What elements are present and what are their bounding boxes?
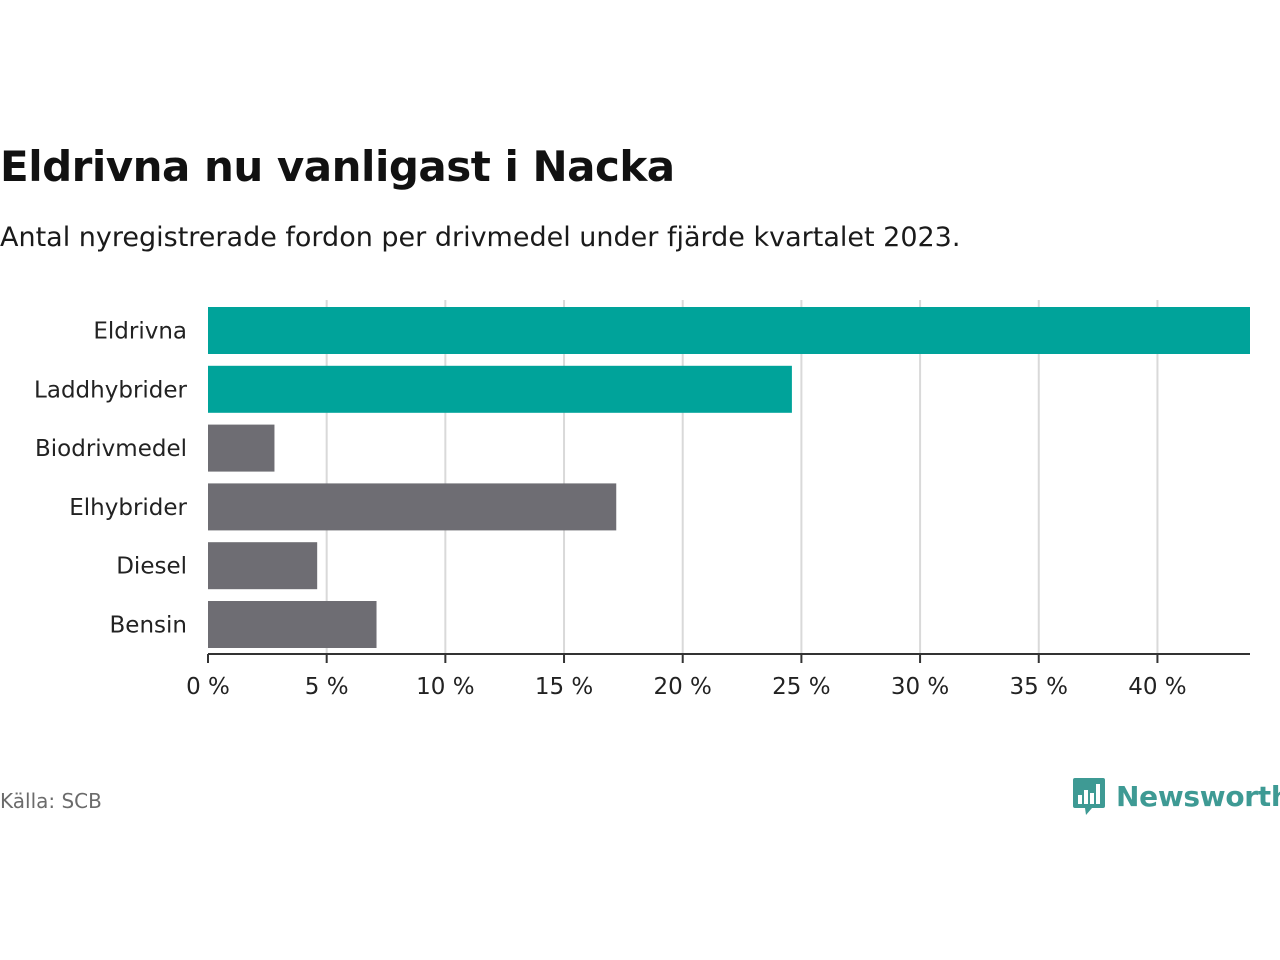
bar-chart-speech-bubble-icon	[1073, 778, 1105, 815]
x-tick-label: 15 %	[535, 674, 593, 700]
bars	[208, 307, 1250, 648]
category-label: Eldrivna	[93, 319, 187, 345]
category-label: Bensin	[110, 613, 187, 639]
chart-subtitle: Antal nyregistrerade fordon per drivmede…	[0, 222, 961, 253]
x-tick-label: 35 %	[1010, 674, 1068, 700]
category-labels: Eldrivna Laddhybrider Biodrivmedel Elhybrid…	[34, 319, 187, 639]
category-label: Biodrivmedel	[35, 436, 187, 462]
brand-logo: Newsworthy	[1072, 775, 1280, 817]
category-label: Diesel	[116, 554, 187, 580]
source-note: Källa: SCB	[0, 789, 102, 813]
category-label: Laddhybrider	[34, 377, 187, 403]
x-tick-label: 25 %	[772, 674, 830, 700]
x-tick-label: 10 %	[416, 674, 474, 700]
x-tick-label: 0 %	[186, 674, 230, 700]
x-tick-label: 5 %	[305, 674, 349, 700]
grid-lines	[325, 300, 1159, 654]
chart-title: Eldrivna nu vanligast i Nacka	[0, 142, 675, 191]
bar-chart: Eldrivna Laddhybrider Biodrivmedel Elhybrid…	[34, 300, 1250, 700]
bar-laddhybrider	[208, 365, 792, 413]
category-label: Elhybrider	[69, 495, 187, 521]
bar-eldrivna	[208, 307, 1250, 354]
x-tick-label: 20 %	[653, 674, 711, 700]
bar-diesel	[208, 542, 318, 590]
x-axis-ticks: 0 % 5 % 10 % 15 % 20 % 25 % 30 % 35 % 40 %	[186, 654, 1187, 700]
bar-bensin	[208, 601, 377, 648]
bar-elhybrider	[208, 483, 617, 531]
x-tick-label: 30 %	[891, 674, 949, 700]
bar-biodrivmedel	[208, 424, 275, 472]
brand-name: Newsworthy	[1116, 779, 1280, 813]
x-tick-label: 40 %	[1128, 674, 1186, 700]
